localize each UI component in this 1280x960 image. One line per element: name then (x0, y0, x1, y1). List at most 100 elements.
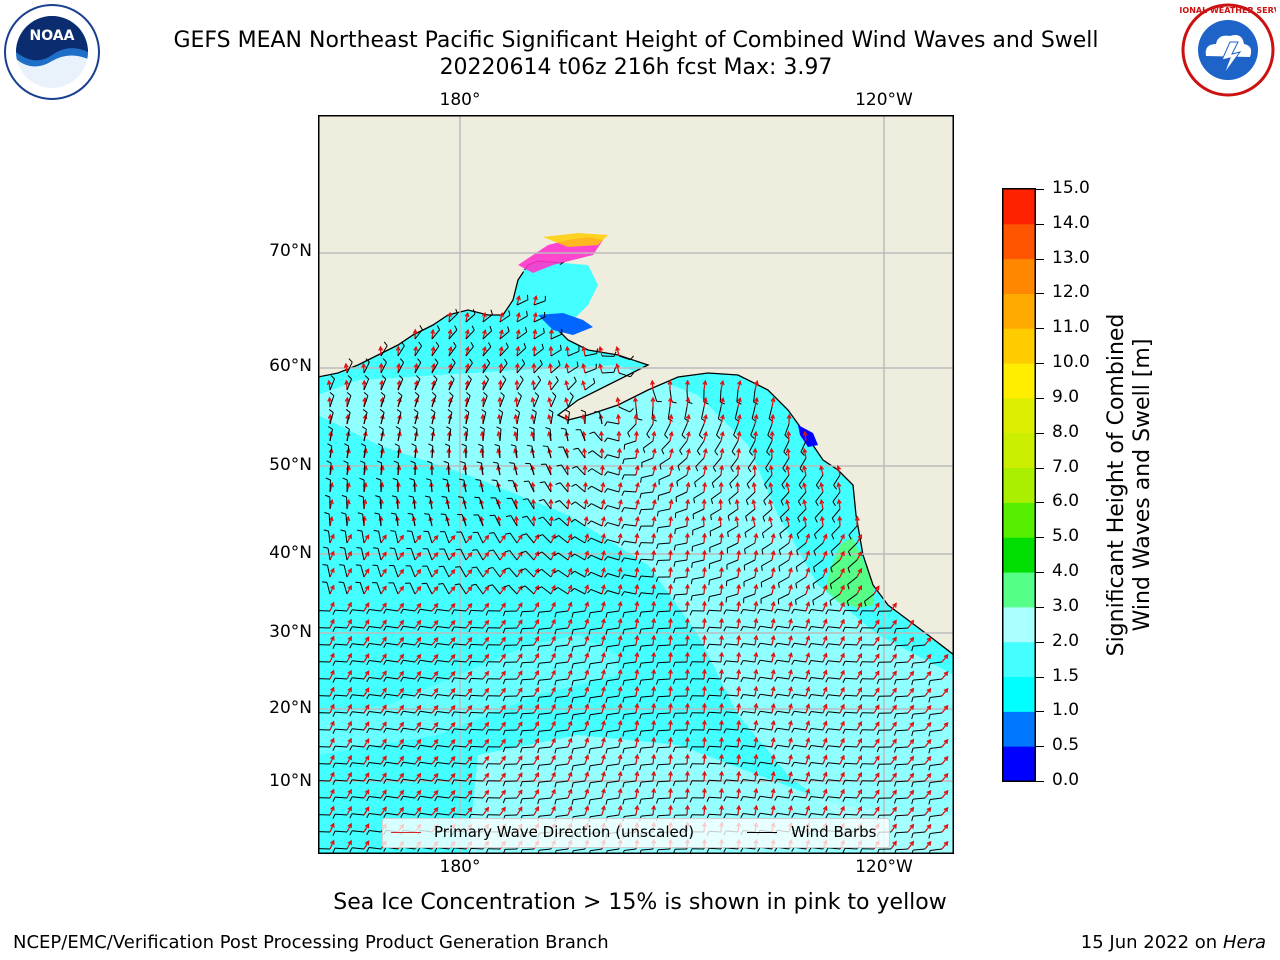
wave-direction-arrowhead (909, 670, 915, 676)
wave-direction-arrowhead (857, 584, 862, 591)
wave-direction-arrowhead (584, 720, 590, 726)
wave-direction-arrow (601, 670, 605, 680)
wave-direction-arrow (652, 720, 655, 731)
wind-barb (646, 423, 654, 435)
wind-barb (777, 778, 790, 782)
wave-direction-arrow (788, 636, 792, 646)
wave-direction-arrow (652, 533, 655, 544)
wind-barb (521, 729, 535, 732)
wave-direction-arrow (924, 790, 932, 799)
wave-direction-arrow (516, 535, 523, 544)
wind-barb (895, 695, 909, 698)
wind-barb (743, 576, 756, 583)
wind-barb-feather (757, 643, 761, 648)
wind-barb (539, 763, 552, 766)
wave-direction-arrow (482, 586, 489, 595)
wind-barb (779, 525, 790, 535)
wind-barb-feather (740, 609, 744, 615)
wind-barb-feather (593, 378, 596, 384)
wave-direction-arrowhead (534, 720, 539, 727)
wave-direction-arrow (703, 381, 707, 391)
wave-direction-arrow (550, 670, 556, 680)
wave-direction-arrow (601, 517, 605, 527)
colorbar-segment (1003, 189, 1035, 225)
wave-direction-arrowhead (450, 585, 456, 591)
wind-barb-feather (689, 627, 693, 633)
wave-direction-arrowhead (734, 515, 740, 522)
wind-barb-feather (383, 762, 387, 767)
wind-barb-feather (485, 610, 489, 616)
wind-barb (777, 693, 790, 697)
wave-direction-arrowhead (531, 362, 537, 368)
wave-direction-arrowhead (567, 533, 573, 539)
wind-barb-feather (825, 813, 829, 819)
wave-direction-arrow (890, 841, 897, 850)
wind-barb-feather (571, 646, 574, 652)
wind-barb-feather (400, 778, 404, 784)
wind-barb (386, 812, 399, 816)
wave-direction-arrow (533, 789, 539, 799)
wind-barb-feather (797, 501, 802, 506)
wind-barb-feather (642, 447, 646, 454)
wave-direction-arrowhead (601, 651, 606, 658)
wind-barb-feather (745, 516, 748, 522)
wave-direction-arrow (686, 703, 689, 714)
colorbar-tick-label: 6.0 (1052, 491, 1080, 512)
wind-barb (844, 643, 858, 646)
wave-direction-arrow (771, 568, 775, 578)
wind-barb-feather (708, 580, 710, 586)
wave-direction-arrow (414, 705, 421, 714)
wind-barb-feather (911, 765, 914, 771)
wave-direction-arrow (582, 381, 586, 391)
wave-direction-arrowhead (467, 602, 473, 608)
wind-barb-feather (424, 513, 430, 515)
wave-direction-arrow (550, 755, 556, 765)
colorbar-tick (1036, 606, 1044, 608)
wind-barb (403, 778, 416, 782)
wave-direction-arrow (786, 466, 790, 476)
wind-barb-feather (349, 728, 353, 734)
wave-direction-arrowhead (598, 362, 603, 369)
wind-barb-feather (706, 729, 710, 734)
wave-direction-arrowhead (805, 567, 811, 573)
wave-direction-arrowhead (752, 464, 758, 470)
wave-direction-arrow (652, 618, 655, 629)
wind-barb (352, 711, 365, 714)
wind-barb (465, 429, 469, 442)
wind-barb (539, 746, 552, 749)
wind-barb (895, 678, 909, 681)
wind-barb (828, 745, 841, 748)
wind-barb-feather (689, 695, 693, 701)
wind-barb-feather (774, 625, 778, 631)
wave-direction-arrowhead (347, 686, 352, 693)
wave-direction-arrow (788, 789, 792, 799)
wind-barb (567, 380, 577, 391)
wind-barb (328, 513, 331, 527)
wind-barb (521, 763, 535, 766)
wave-direction-arrow (856, 568, 862, 578)
wind-barb (726, 593, 739, 598)
wave-direction-arrow (669, 601, 672, 612)
wind-barb-feather (639, 629, 642, 635)
wave-direction-arrowhead (786, 413, 792, 419)
wind-barb-feather (470, 342, 474, 347)
wind-barb-feather (383, 643, 387, 648)
wind-barb-feather (774, 710, 778, 716)
wind-barb-feather (539, 359, 543, 365)
wind-barb-feather (588, 612, 591, 618)
wave-direction-arrowhead (416, 534, 422, 540)
wind-barb (410, 548, 416, 561)
wind-barb (448, 313, 458, 323)
wave-direction-arrow (754, 653, 757, 663)
wind-barb (590, 763, 603, 767)
wave-direction-arrow (635, 670, 638, 680)
wind-barb-feather (604, 590, 608, 595)
wind-barb (539, 627, 552, 630)
wave-direction-arrow (703, 737, 706, 748)
wind-barb (573, 780, 586, 784)
wind-barb (414, 362, 422, 374)
wave-direction-arrow (651, 380, 654, 391)
wind-barb-feather (571, 663, 574, 669)
wind-barb (797, 508, 807, 519)
wave-direction-arrow (703, 703, 706, 714)
